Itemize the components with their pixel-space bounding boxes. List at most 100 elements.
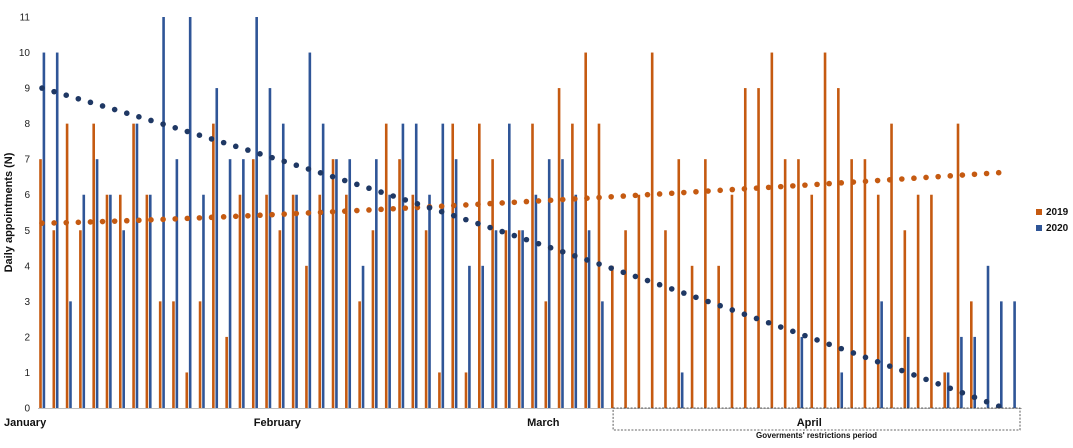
trendline-2019-dot (668, 190, 675, 197)
bar-2020 (986, 265, 990, 408)
trendline-2020-dot (438, 208, 445, 215)
bar-2020 (308, 52, 312, 409)
bar-2019 (198, 301, 202, 408)
trendline-2019-dot (257, 212, 263, 219)
y-tick-label: 7 (24, 155, 30, 166)
trendline-2020-dot (802, 332, 808, 339)
trendline-2019-dot (923, 174, 929, 181)
bar-2019 (52, 230, 56, 408)
trendline-2020-dot (329, 173, 336, 180)
trendline-2019-dot (656, 191, 663, 197)
trendline-2019-dot (741, 186, 748, 192)
trendline-2019-dot (584, 195, 590, 201)
bar-2019 (584, 52, 587, 409)
bar-2019 (783, 159, 787, 408)
trendline-2019-dot (850, 179, 857, 185)
bar-2019 (916, 194, 920, 408)
bar-2019 (225, 336, 228, 408)
bar-2019 (118, 194, 122, 408)
trendline-2019-dot (378, 206, 384, 213)
bar-2020 (946, 372, 950, 408)
bar-2019 (757, 88, 760, 408)
trendline-2020-dot (111, 106, 118, 113)
trendline-2019-dot (172, 216, 179, 222)
bar-2020 (82, 194, 86, 408)
bar-2019 (743, 88, 747, 408)
y-tick-label: 5 (24, 226, 30, 237)
bar-2019 (331, 159, 335, 408)
bar-2020 (454, 159, 458, 408)
trendline-2019-dot (475, 201, 481, 208)
restrictions-period-box (612, 407, 1021, 431)
bar-2020 (481, 265, 485, 408)
y-tick-label: 8 (24, 119, 30, 130)
trendline-2020-dot (390, 193, 396, 199)
bar-2019 (92, 123, 95, 408)
bar-2020 (321, 123, 325, 408)
trendline-2019-dot (160, 216, 166, 223)
bar-2019 (251, 159, 255, 408)
trendline-2020-dot (208, 136, 215, 142)
y-tick-label: 10 (19, 48, 31, 59)
bar-2019 (876, 194, 880, 408)
trendline-2020-dot (862, 354, 869, 361)
bar-2019 (424, 230, 428, 408)
bar-2020 (162, 17, 165, 408)
bar-2020 (348, 159, 352, 408)
trendline-2019-dot (523, 198, 530, 205)
bar-2019 (837, 88, 840, 408)
trendline-2019-dot (184, 215, 191, 222)
trendline-2019-dot (438, 203, 445, 210)
trendline-2020-dot (148, 117, 154, 124)
trendline-2020-dot (232, 143, 239, 150)
trendline-2019-dot (51, 220, 57, 226)
legend-label-2020: 2020 (1046, 223, 1069, 234)
trendline-2020-dot (705, 298, 711, 305)
bar-2019 (291, 194, 295, 408)
trendline-2020-dot (341, 177, 348, 184)
bar-2019 (517, 230, 521, 408)
bar-2020 (255, 17, 258, 408)
trendline-2019-dot (620, 193, 627, 199)
bar-2019 (637, 194, 641, 408)
y-tick-label: 2 (24, 332, 30, 343)
trendline-2019-dot (886, 176, 893, 183)
bar-2020 (175, 159, 179, 408)
bar-2019 (544, 301, 548, 408)
trendline-2020-dot (220, 139, 227, 146)
bar-2020 (521, 230, 524, 408)
bar-2019 (438, 372, 441, 408)
bar-2020 (840, 372, 844, 408)
bar-2019 (810, 194, 814, 408)
trendline-2020-dot (559, 248, 566, 255)
trendline-2020-dot (257, 151, 263, 157)
trendline-2019-dot (681, 189, 687, 196)
trendline-2019-dot (911, 175, 917, 182)
bar-2020 (281, 123, 285, 408)
bar-2019 (704, 159, 707, 408)
trendline-2020-dot (899, 367, 905, 374)
trendline-2019-dot (814, 181, 820, 188)
bar-2020 (587, 230, 591, 408)
trendline-2019-dot (790, 183, 796, 189)
bar-2019 (464, 372, 468, 408)
bar-2019 (890, 123, 893, 408)
bar-2019 (863, 159, 867, 408)
x-month-label: April (797, 417, 822, 429)
legend-label-2019: 2019 (1046, 207, 1069, 218)
y-tick-label: 4 (24, 261, 30, 272)
bar-2019 (717, 265, 720, 408)
bar-2020 (880, 301, 883, 408)
trendline-2019-dot (196, 215, 203, 221)
y-tick-label: 9 (24, 84, 30, 95)
bar-2019 (145, 194, 149, 408)
trendline-2019-dot (983, 170, 990, 177)
trendline-2020-dot (777, 324, 784, 330)
bar-2020 (69, 301, 72, 408)
bar-2020 (601, 301, 604, 408)
trendline-2019-dot (572, 196, 578, 202)
bar-2020 (547, 159, 551, 408)
bar-2020 (122, 230, 125, 408)
bar-2019 (132, 123, 135, 408)
